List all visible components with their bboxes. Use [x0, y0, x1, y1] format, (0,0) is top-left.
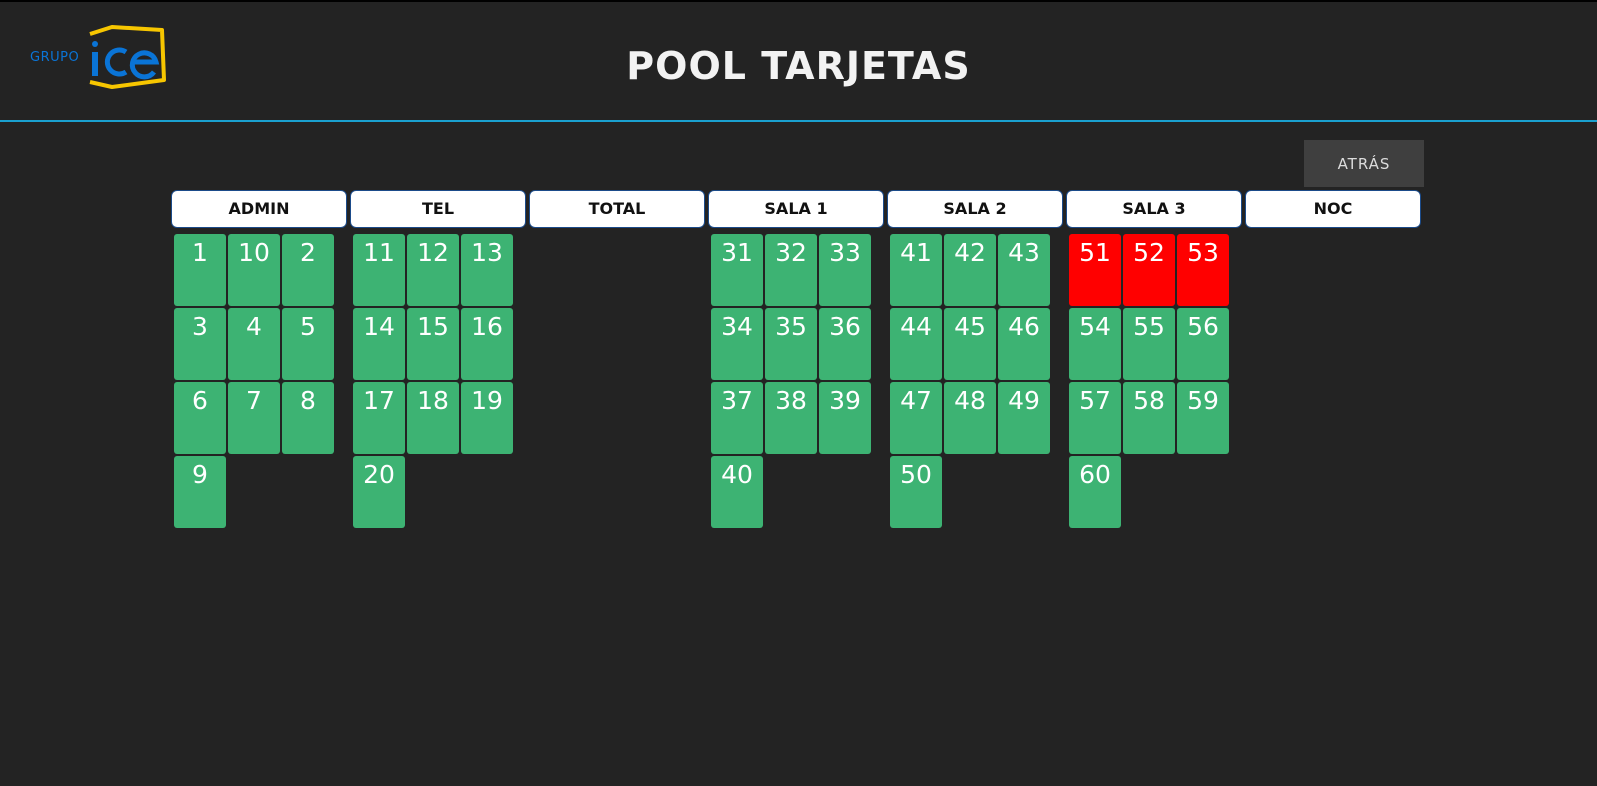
group-header[interactable]: TOTAL	[529, 190, 705, 228]
page-title: POOL TARJETAS	[626, 44, 971, 88]
card-11[interactable]: 11	[353, 234, 405, 306]
grupo-ice-logo: GRUPO	[28, 24, 168, 90]
card-38[interactable]: 38	[765, 382, 817, 454]
card-13[interactable]: 13	[461, 234, 513, 306]
card-54[interactable]: 54	[1069, 308, 1121, 380]
card-5[interactable]: 5	[282, 308, 334, 380]
card-43[interactable]: 43	[998, 234, 1050, 306]
card-6[interactable]: 6	[174, 382, 226, 454]
card-4[interactable]: 4	[228, 308, 280, 380]
card-3[interactable]: 3	[174, 308, 226, 380]
card-49[interactable]: 49	[998, 382, 1050, 454]
card-19[interactable]: 19	[461, 382, 513, 454]
card-34[interactable]: 34	[711, 308, 763, 380]
logo-text: GRUPO	[30, 50, 80, 65]
card-55[interactable]: 55	[1123, 308, 1175, 380]
card-8[interactable]: 8	[282, 382, 334, 454]
card-15[interactable]: 15	[407, 308, 459, 380]
card-16[interactable]: 16	[461, 308, 513, 380]
card-47[interactable]: 47	[890, 382, 942, 454]
group-header[interactable]: ADMIN	[171, 190, 347, 228]
card-2[interactable]: 2	[282, 234, 334, 306]
card-20[interactable]: 20	[353, 456, 405, 528]
card-44[interactable]: 44	[890, 308, 942, 380]
card-39[interactable]: 39	[819, 382, 871, 454]
top-border	[0, 0, 1597, 2]
card-35[interactable]: 35	[765, 308, 817, 380]
card-51[interactable]: 51	[1069, 234, 1121, 306]
card-48[interactable]: 48	[944, 382, 996, 454]
card-40[interactable]: 40	[711, 456, 763, 528]
card-59[interactable]: 59	[1177, 382, 1229, 454]
group-header[interactable]: TEL	[350, 190, 526, 228]
logo-frame-icon	[89, 25, 166, 89]
card-36[interactable]: 36	[819, 308, 871, 380]
card-7[interactable]: 7	[228, 382, 280, 454]
card-50[interactable]: 50	[890, 456, 942, 528]
card-17[interactable]: 17	[353, 382, 405, 454]
card-45[interactable]: 45	[944, 308, 996, 380]
card-9[interactable]: 9	[174, 456, 226, 528]
card-52[interactable]: 52	[1123, 234, 1175, 306]
card-10[interactable]: 10	[228, 234, 280, 306]
group-header[interactable]: SALA 1	[708, 190, 884, 228]
group-header[interactable]: NOC	[1245, 190, 1421, 228]
card-42[interactable]: 42	[944, 234, 996, 306]
card-56[interactable]: 56	[1177, 308, 1229, 380]
back-button[interactable]: ATRÁS	[1304, 140, 1424, 187]
card-14[interactable]: 14	[353, 308, 405, 380]
group-header[interactable]: SALA 2	[887, 190, 1063, 228]
card-32[interactable]: 32	[765, 234, 817, 306]
app-header: GRUPO POOL TARJETAS	[0, 2, 1597, 122]
card-58[interactable]: 58	[1123, 382, 1175, 454]
card-33[interactable]: 33	[819, 234, 871, 306]
card-53[interactable]: 53	[1177, 234, 1229, 306]
card-46[interactable]: 46	[998, 308, 1050, 380]
card-57[interactable]: 57	[1069, 382, 1121, 454]
card-31[interactable]: 31	[711, 234, 763, 306]
card-12[interactable]: 12	[407, 234, 459, 306]
card-41[interactable]: 41	[890, 234, 942, 306]
card-60[interactable]: 60	[1069, 456, 1121, 528]
group-header[interactable]: SALA 3	[1066, 190, 1242, 228]
card-18[interactable]: 18	[407, 382, 459, 454]
card-37[interactable]: 37	[711, 382, 763, 454]
card-1[interactable]: 1	[174, 234, 226, 306]
